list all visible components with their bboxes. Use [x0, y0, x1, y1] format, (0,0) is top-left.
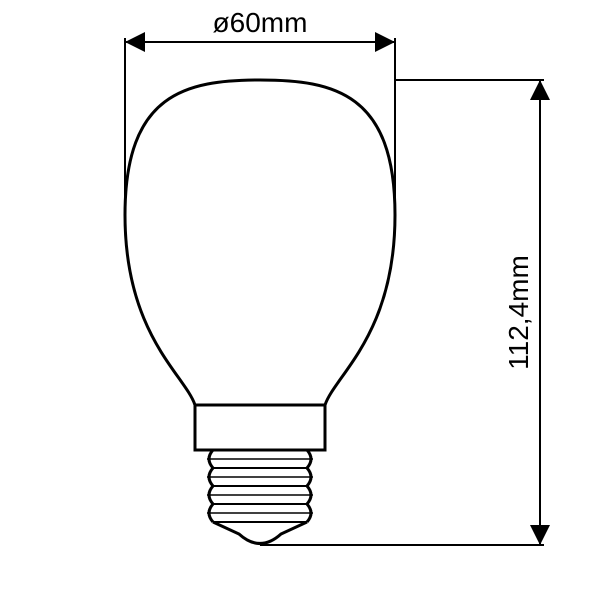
- screw-thread-right: [307, 450, 311, 522]
- bulb-collar: [195, 405, 325, 450]
- dim-label-width: ø60mm: [213, 7, 308, 38]
- bulb-glass-outline: [125, 80, 395, 405]
- dim-label-height: 112,4mm: [503, 255, 534, 370]
- base-tip: [213, 522, 307, 544]
- bulb-dimension-diagram: ø60mm 112,4mm: [0, 0, 600, 600]
- screw-thread-left: [209, 450, 213, 522]
